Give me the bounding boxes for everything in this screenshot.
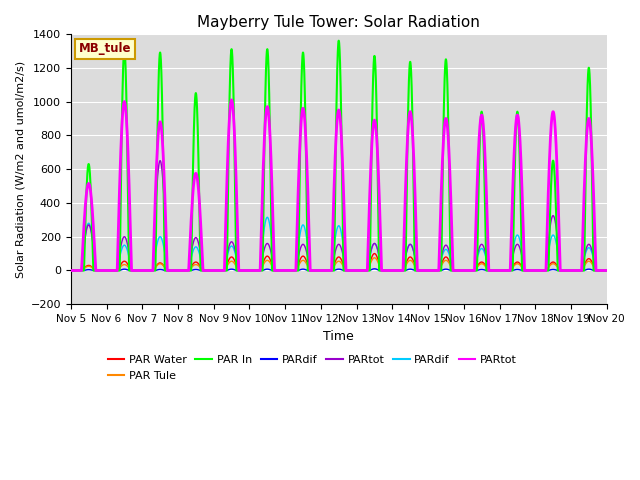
Text: MB_tule: MB_tule xyxy=(79,42,131,55)
Y-axis label: Solar Radiation (W/m2 and umol/m2/s): Solar Radiation (W/m2 and umol/m2/s) xyxy=(15,60,25,277)
Title: Mayberry Tule Tower: Solar Radiation: Mayberry Tule Tower: Solar Radiation xyxy=(197,15,480,30)
Legend: PAR Water, PAR Tule, PAR In, PARdif, PARtot, PARdif, PARtot: PAR Water, PAR Tule, PAR In, PARdif, PAR… xyxy=(103,351,521,385)
X-axis label: Time: Time xyxy=(323,330,354,343)
